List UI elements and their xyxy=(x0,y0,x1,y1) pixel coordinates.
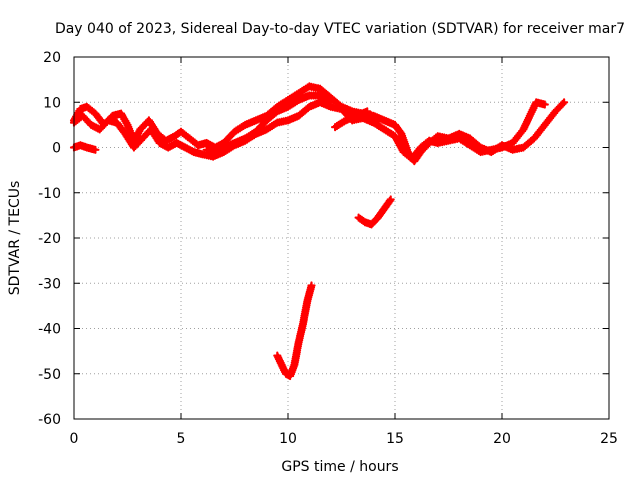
y-axis-label: SDTVAR / TECUs xyxy=(7,181,23,296)
series-track-6 xyxy=(354,195,395,229)
y-tick-label: -40 xyxy=(38,322,61,338)
x-axis-label: GPS time / hours xyxy=(281,459,398,475)
data-series xyxy=(69,82,569,381)
y-axis: -60 -50 -40 -30 -20 -10 0 10 20 xyxy=(38,50,609,428)
y-tick-label: -30 xyxy=(38,276,61,292)
x-tick-label: 0 xyxy=(70,431,79,447)
y-tick-label: -50 xyxy=(38,367,61,383)
series-track-5 xyxy=(331,107,372,132)
x-tick-label: 25 xyxy=(600,431,618,447)
marker-path-track-5 xyxy=(331,107,372,132)
series-track-4 xyxy=(202,91,335,157)
y-tick-label: 20 xyxy=(43,50,61,66)
plot-frame xyxy=(73,56,610,420)
marker-path-track-6 xyxy=(354,195,395,229)
y-tick-label: -10 xyxy=(38,186,61,202)
x-tick-label: 15 xyxy=(386,431,404,447)
x-axis: 0 5 10 15 20 25 xyxy=(70,57,618,447)
y-tick-label: 10 xyxy=(43,95,61,111)
x-tick-label: 20 xyxy=(493,431,511,447)
x-tick-label: 5 xyxy=(177,431,186,447)
y-tick-label: 0 xyxy=(52,141,61,157)
series-track-7 xyxy=(273,281,316,381)
y-tick-label: -20 xyxy=(38,231,61,247)
marker-path-track-3 xyxy=(69,141,100,154)
marker-path-track-4 xyxy=(202,91,335,157)
x-tick-label: 10 xyxy=(279,431,297,447)
chart-title: Day 040 of 2023, Sidereal Day-to-day VTE… xyxy=(55,21,625,37)
y-tick-label: -60 xyxy=(38,412,61,428)
series-track-3 xyxy=(69,141,100,154)
marker-path-track-7 xyxy=(273,281,316,381)
